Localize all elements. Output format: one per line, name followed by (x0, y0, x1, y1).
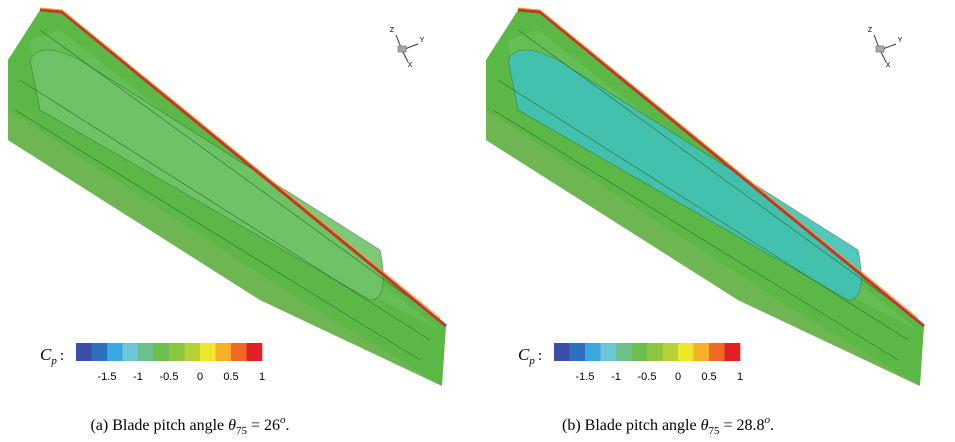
colorbar-swatch (724, 343, 741, 361)
caption-text: (b) Blade pitch angle (562, 417, 697, 434)
caption-sup: o (280, 414, 286, 426)
axis-triad: Z Y X (390, 27, 425, 69)
colorbar-swatch (215, 343, 232, 361)
colorbar-swatch (184, 343, 201, 361)
colorbar-tick: -1.5 (98, 371, 117, 383)
colorbar-swatch (246, 343, 263, 361)
colorbar-swatch (554, 343, 570, 361)
colorbar-swatch (709, 343, 725, 361)
caption: (a) Blade pitch angle θ75 = 26o. (90, 414, 289, 437)
colorbar-tick: -1.5 (576, 371, 595, 383)
colorbar-tick: 0.5 (701, 371, 716, 383)
colorbar-swatch (678, 343, 694, 361)
colorbar-swatch (631, 343, 648, 361)
colorbar-swatch (91, 343, 108, 361)
axis-box (875, 45, 885, 53)
contour-line (14, 109, 421, 361)
caption-end: . (770, 417, 774, 434)
colorbar-label: Cp: (518, 345, 542, 367)
caption-symbol: θ (228, 417, 236, 434)
colorbar-swatch (693, 343, 710, 361)
colorbar-tick: 0.5 (223, 371, 238, 383)
colorbar-swatch (76, 343, 92, 361)
caption-rhs: = 26 (251, 417, 280, 434)
colorbar-swatch (662, 343, 679, 361)
contour-line (19, 79, 431, 341)
colorbar-tick: 1 (259, 371, 265, 383)
colorbar-swatch (122, 343, 139, 361)
colorbar-colon: : (60, 348, 64, 364)
caption-sub: 75 (708, 425, 720, 437)
leading-edge-hl (39, 7, 441, 319)
colorbar-swatch (200, 343, 216, 361)
colorbar-sub: p (50, 355, 57, 367)
contour-line (497, 79, 909, 341)
colorbar-tick: 0 (197, 371, 203, 383)
contour-line (492, 109, 899, 361)
axis-label: X (408, 62, 413, 69)
colorbar-tick: 1 (737, 371, 743, 383)
colorbar-swatch (600, 343, 617, 361)
colorbar-colon: : (538, 348, 542, 364)
colorbar-tick: -0.5 (160, 371, 179, 383)
colorbar-swatch (107, 343, 123, 361)
contour (507, 49, 862, 301)
colorbar-tick: -1 (611, 371, 621, 383)
axis-triad: Z Y X (868, 27, 903, 69)
contour-line (39, 29, 441, 321)
caption-symbol: θ (701, 417, 709, 434)
colorbar-label: Cp: (40, 345, 64, 367)
leading-edge (39, 8, 447, 328)
caption-sup: o (765, 414, 771, 426)
leading-edge-hl (517, 7, 919, 319)
caption-end: . (286, 417, 290, 434)
axis-label: Y (420, 37, 425, 44)
axis-label: Y (898, 37, 903, 44)
colorbar-swatch (169, 343, 185, 361)
colorbar-swatch (231, 343, 247, 361)
contour (29, 49, 384, 301)
colorbar-swatch (616, 343, 632, 361)
colorbar-swatch (647, 343, 663, 361)
colorbar-tick: -0.5 (638, 371, 657, 383)
contour-line (517, 29, 919, 321)
panel: Z Y X Cp: -1.5 -1 -0.5 0 0.5 1 (a) Blade pitch ang… (8, 7, 447, 437)
colorbar-swatch (585, 343, 601, 361)
colorbar-swatch (569, 343, 586, 361)
colorbar-tick: 0 (675, 371, 681, 383)
axis-label: Z (390, 27, 395, 34)
caption: (b) Blade pitch angle θ75 = 28.8o. (562, 414, 774, 437)
caption-rhs: = 28.8 (723, 417, 764, 434)
panel: Z Y X Cp: -1.5 -1 -0.5 0 0.5 1 (b) Blade pitch ang… (486, 7, 925, 437)
colorbar-tick: -1 (133, 371, 143, 383)
caption-text: (a) Blade pitch angle (90, 417, 224, 434)
colorbar-swatch (138, 343, 154, 361)
caption-sub: 75 (236, 425, 248, 437)
colorbar-swatch (153, 343, 170, 361)
axis-label: Z (868, 27, 873, 34)
leading-edge (517, 8, 925, 328)
colorbar-sub: p (528, 355, 535, 367)
axis-box (397, 45, 407, 53)
axis-label: X (886, 62, 891, 69)
